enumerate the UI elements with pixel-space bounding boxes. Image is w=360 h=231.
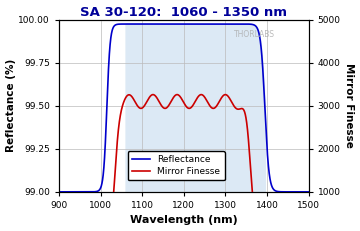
X-axis label: Wavelength (nm): Wavelength (nm) bbox=[130, 216, 238, 225]
Legend: Reflectance, Mirror Finesse: Reflectance, Mirror Finesse bbox=[127, 151, 225, 180]
Text: THORLABS: THORLABS bbox=[234, 30, 275, 39]
Y-axis label: Reflectance (%): Reflectance (%) bbox=[5, 59, 15, 152]
Y-axis label: Mirror Finesse: Mirror Finesse bbox=[345, 63, 355, 148]
Title: SA 30-120:  1060 - 1350 nm: SA 30-120: 1060 - 1350 nm bbox=[80, 6, 287, 18]
